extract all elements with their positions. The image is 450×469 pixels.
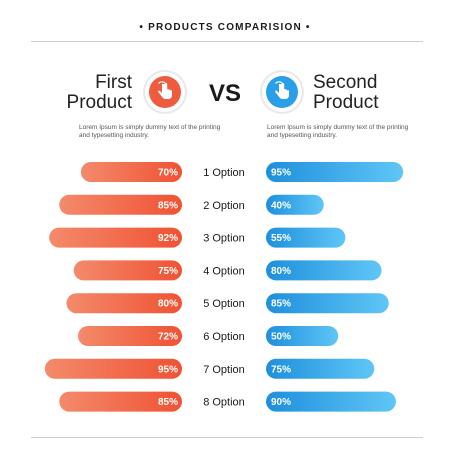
- second-product-bar: [266, 293, 389, 314]
- first-product-value-label: 95%: [158, 364, 178, 375]
- first-product-line1: First: [95, 72, 132, 93]
- option-label: 6 Option: [203, 331, 245, 343]
- first-product-name: First Product: [67, 73, 132, 113]
- first-product-bar: [59, 391, 183, 412]
- first-product-value-label: 92%: [158, 233, 178, 244]
- second-product-value-label: 75%: [271, 364, 291, 375]
- option-label: 8 Option: [203, 397, 245, 409]
- second-product-value-label: 40%: [271, 200, 291, 211]
- first-product-value-label: 75%: [158, 266, 178, 277]
- option-label: 4 Option: [203, 265, 245, 277]
- first-product-bar: [44, 358, 182, 379]
- second-product-description: Lorem Ipsum is simply dummy text of the …: [267, 124, 409, 139]
- option-label: 2 Option: [203, 200, 245, 212]
- hand-pointer-icon: [275, 81, 289, 99]
- second-product-bar: [266, 162, 404, 182]
- first-product-bar: [73, 260, 182, 281]
- second-product-value-label: 85%: [271, 299, 291, 310]
- option-label: 3 Option: [203, 233, 245, 245]
- second-product-badge: [262, 72, 302, 112]
- page-title: • PRODUCTS COMPARISION •: [139, 22, 311, 33]
- first-product-bar: [80, 162, 182, 182]
- second-product-name: Second Product: [313, 73, 378, 113]
- first-product-value-label: 72%: [158, 332, 178, 343]
- bottom-divider: [31, 437, 423, 438]
- second-product-bar: [266, 391, 396, 412]
- first-product-bar: [66, 293, 182, 314]
- second-product-value-label: 55%: [271, 233, 291, 244]
- second-product-bar: [266, 358, 375, 379]
- first-product-value-label: 85%: [158, 200, 178, 211]
- second-product-value-label: 95%: [271, 168, 291, 179]
- second-product-value-label: 90%: [271, 397, 291, 408]
- hand-pointer-icon: [158, 81, 172, 99]
- top-divider: [31, 41, 423, 42]
- first-product-value-label: 80%: [158, 299, 178, 310]
- second-product-bar: [266, 326, 339, 346]
- first-product-value-label: 85%: [158, 397, 178, 408]
- second-product-line2: Product: [313, 92, 379, 113]
- first-product-description: Lorem Ipsum is simply dummy text of the …: [79, 124, 221, 139]
- first-product-line2: Product: [66, 92, 132, 113]
- second-product-value-label: 50%: [271, 332, 291, 343]
- first-product-bar: [59, 194, 183, 215]
- first-product-bar: [78, 326, 182, 346]
- second-product-value-label: 80%: [271, 266, 291, 277]
- first-product-value-label: 70%: [158, 168, 178, 179]
- option-label: 1 Option: [203, 167, 245, 179]
- option-label: 5 Option: [203, 298, 245, 310]
- second-product-bar: [266, 194, 324, 215]
- second-product-bar: [266, 260, 382, 281]
- second-product-bar: [266, 227, 346, 248]
- first-product-bar: [49, 227, 182, 248]
- first-product-badge: [145, 72, 185, 112]
- vs-label: VS: [208, 80, 241, 107]
- option-label: 7 Option: [203, 364, 245, 376]
- second-product-line1: Second: [313, 72, 378, 93]
